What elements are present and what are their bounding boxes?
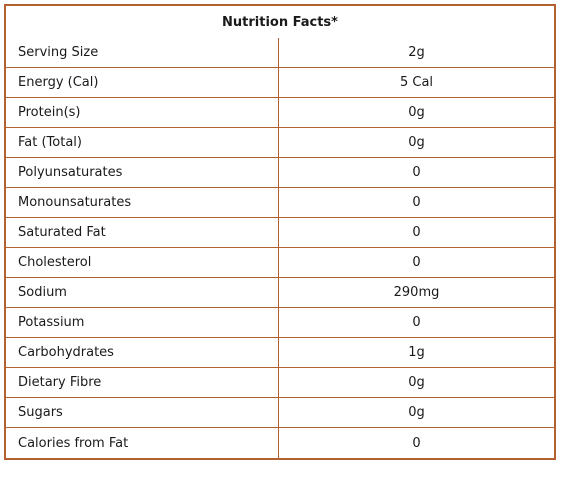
nutrient-label: Calories from Fat: [6, 428, 279, 458]
table-row: Serving Size 2g: [6, 38, 554, 68]
table-row: Energy (Cal) 5 Cal: [6, 68, 554, 98]
table-title: Nutrition Facts*: [6, 6, 554, 38]
table-row: Cholesterol 0: [6, 248, 554, 278]
nutrient-value: 5 Cal: [279, 68, 554, 98]
nutrient-value: 0: [279, 158, 554, 188]
nutrient-label: Fat (Total): [6, 128, 279, 158]
nutrient-label: Potassium: [6, 308, 279, 338]
nutrient-value: 290mg: [279, 278, 554, 308]
nutrient-value: 0g: [279, 368, 554, 398]
table-row: Fat (Total) 0g: [6, 128, 554, 158]
table-row: Monounsaturates 0: [6, 188, 554, 218]
table-row: Sodium 290mg: [6, 278, 554, 308]
nutrient-label: Serving Size: [6, 38, 279, 68]
nutrient-value: 0: [279, 308, 554, 338]
nutrient-label: Sodium: [6, 278, 279, 308]
table-row: Dietary Fibre 0g: [6, 368, 554, 398]
table-header-row: Nutrition Facts*: [6, 6, 554, 38]
table-body: Serving Size 2g Energy (Cal) 5 Cal Protein(s…: [6, 38, 554, 458]
nutrient-value: 1g: [279, 338, 554, 368]
table-row: Saturated Fat 0: [6, 218, 554, 248]
nutrient-label: Sugars: [6, 398, 279, 428]
nutrient-value: 2g: [279, 38, 554, 68]
table-row: Polyunsaturates 0: [6, 158, 554, 188]
nutrient-value: 0g: [279, 128, 554, 158]
nutrient-label: Monounsaturates: [6, 188, 279, 218]
table-row: Carbohydrates 1g: [6, 338, 554, 368]
table-row: Sugars 0g: [6, 398, 554, 428]
nutrient-label: Cholesterol: [6, 248, 279, 278]
nutrient-label: Energy (Cal): [6, 68, 279, 98]
table-row: Protein(s) 0g: [6, 98, 554, 128]
nutrient-value: 0: [412, 435, 421, 451]
nutrient-value: 0g: [279, 98, 554, 128]
nutrient-label: Carbohydrates: [6, 338, 279, 368]
nutrition-facts-table: Nutrition Facts* Serving Size 2g Energy (C…: [4, 4, 556, 460]
nutrient-value: 0: [279, 218, 554, 248]
table-row: Potassium 0: [6, 308, 554, 338]
nutrient-label: Saturated Fat: [6, 218, 279, 248]
nutrient-label: Protein(s): [6, 98, 279, 128]
nutrient-label: Dietary Fibre: [6, 368, 279, 398]
nutrient-label: Polyunsaturates: [6, 158, 279, 188]
nutrient-value: 0: [279, 188, 554, 218]
nutrient-value: 0: [279, 248, 554, 278]
nutrient-value: 0g: [279, 398, 554, 428]
table-row: Calories from Fat 0: [6, 428, 554, 458]
